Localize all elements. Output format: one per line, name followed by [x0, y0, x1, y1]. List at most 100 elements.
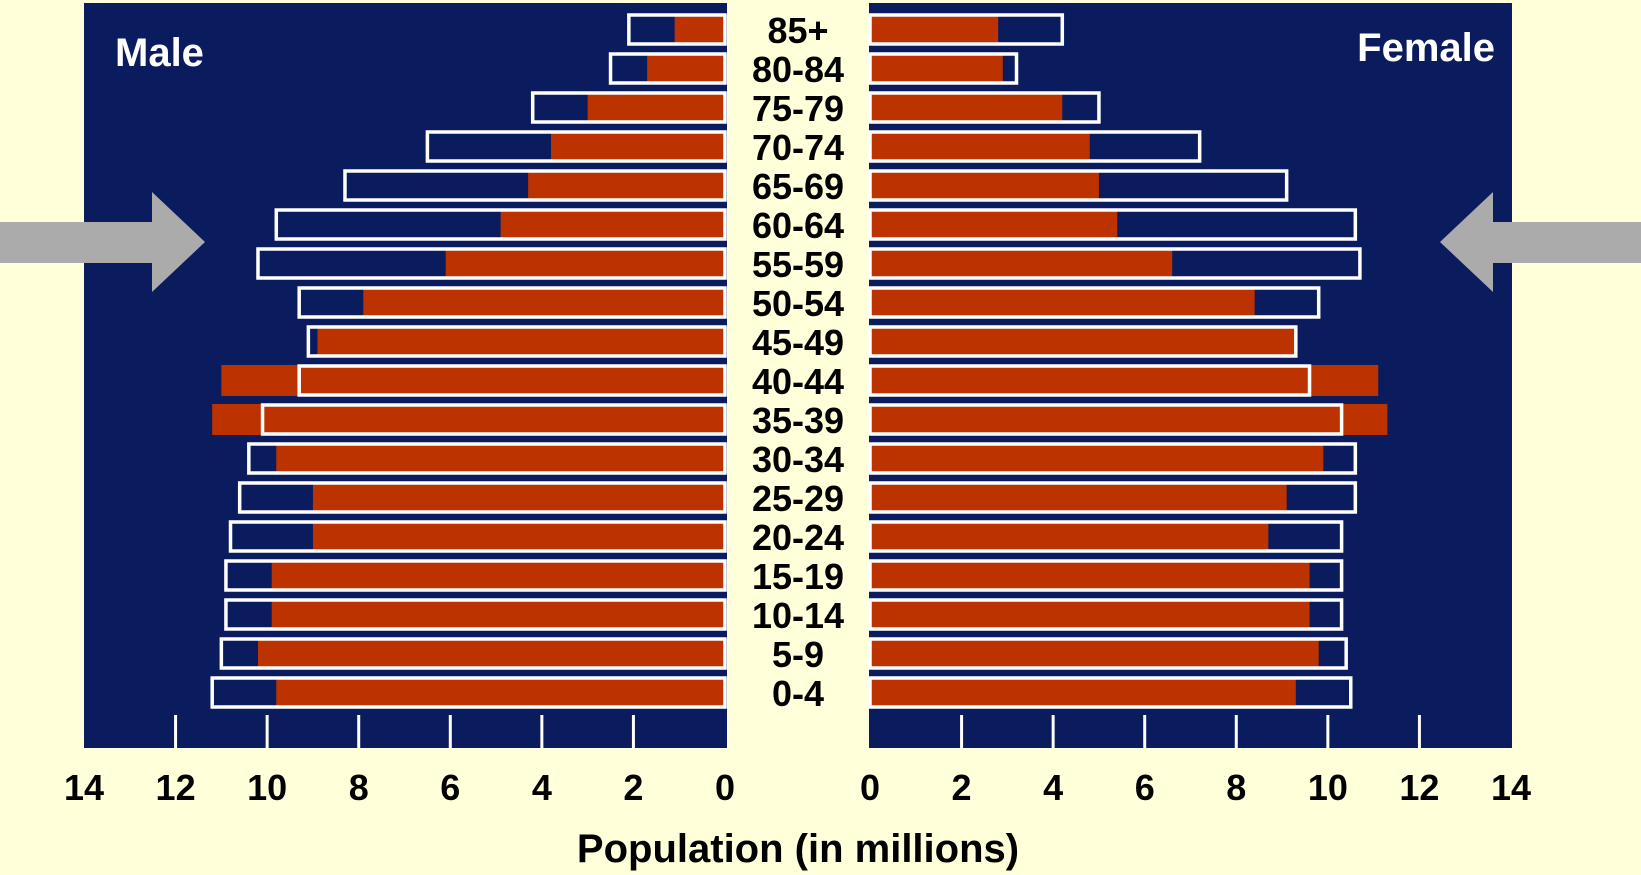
- age-label-80-84: 80-84: [752, 49, 844, 90]
- female-filled-bar-5-9: [870, 638, 1319, 669]
- male-filled-bar-75-79: [587, 92, 725, 123]
- tick-labels: 14 12 10 8 6 4 2 0 0 2 4 6 8 10 12 14: [64, 767, 1531, 808]
- female-outline-bar-50-54: [868, 286, 1321, 319]
- female-label: Female: [1357, 26, 1495, 70]
- male-filled-bar-50-54: [363, 287, 725, 318]
- female-tick-label-2: 2: [952, 767, 972, 808]
- male-tick-label-4: 4: [532, 767, 552, 808]
- male-tick-label-12: 12: [156, 767, 196, 808]
- male-bars: [210, 13, 727, 709]
- male-outline-bar-15-19: [224, 559, 727, 592]
- female-outline-bar-25-29: [868, 481, 1358, 514]
- female-filled-bar-50-54: [870, 287, 1255, 318]
- female-outline-bar-35-39: [868, 403, 1344, 436]
- female-outline-bar-20-24: [868, 520, 1344, 553]
- female-filled-bar-70-74: [870, 131, 1090, 162]
- female-outline-bar-60-64: [868, 208, 1358, 241]
- age-label-35-39: 35-39: [752, 400, 844, 441]
- female-outline-bar-75-79: [868, 91, 1101, 124]
- female-filled-bar-25-29: [870, 482, 1287, 513]
- age-label-85plus: 85+: [767, 10, 828, 51]
- female-filled-bar-15-19: [870, 560, 1310, 591]
- female-outline-bar-85plus: [868, 13, 1065, 46]
- female-tick-label-4: 4: [1043, 767, 1063, 808]
- male-outline-bar-70-74: [425, 130, 727, 163]
- female-filled-bar-0-4: [870, 677, 1296, 708]
- male-tick-label-2: 2: [623, 767, 643, 808]
- male-outline-bar-45-49: [306, 325, 727, 358]
- male-outline-bar-10-14: [224, 598, 727, 631]
- male-outline-bar-50-54: [297, 286, 727, 319]
- male-filled-bar-65-69: [528, 170, 725, 201]
- female-filled-bar-60-64: [870, 209, 1118, 240]
- age-label-65-69: 65-69: [752, 166, 844, 207]
- female-filled-bar-20-24: [870, 521, 1269, 552]
- age-label-40-44: 40-44: [752, 361, 844, 402]
- female-outline-bar-65-69: [868, 169, 1289, 202]
- female-outline-bar-0-4: [868, 676, 1353, 709]
- male-filled-bar-55-59: [445, 248, 725, 279]
- male-outline-bar-35-39: [260, 403, 727, 436]
- male-filled-bar-45-49: [317, 326, 725, 357]
- age-label-45-49: 45-49: [752, 322, 844, 363]
- female-tick-label-10: 10: [1308, 767, 1348, 808]
- female-tick-label-14: 14: [1491, 767, 1531, 808]
- male-tick-label-8: 8: [349, 767, 369, 808]
- male-filled-bar-70-74: [551, 131, 725, 162]
- female-tick-label-6: 6: [1135, 767, 1155, 808]
- female-tick-label-0: 0: [860, 767, 880, 808]
- female-outline-bar-5-9: [868, 637, 1348, 670]
- female-outline-bar-45-49: [868, 325, 1298, 358]
- male-tick-label-0: 0: [715, 767, 735, 808]
- male-outline-bar-20-24: [228, 520, 727, 553]
- male-outline-bar-85plus: [627, 13, 727, 46]
- x-axis-label: Population (in millions): [577, 827, 1019, 871]
- female-filled-bar-10-14: [870, 599, 1310, 630]
- male-outline-bar-30-34: [247, 442, 727, 475]
- female-filled-bar-35-39: [870, 404, 1388, 435]
- age-label-75-79: 75-79: [752, 88, 844, 129]
- male-outline-bar-65-69: [343, 169, 727, 202]
- male-filled-bar-40-44: [221, 365, 725, 396]
- male-outline-bar-55-59: [256, 247, 727, 280]
- age-label-50-54: 50-54: [752, 283, 844, 324]
- female-outline-bar-30-34: [868, 442, 1358, 475]
- male-filled-bar-20-24: [312, 521, 725, 552]
- female-outline-bar-15-19: [868, 559, 1344, 592]
- left-arrow-icon: [0, 192, 205, 292]
- female-filled-bar-65-69: [870, 170, 1099, 201]
- age-label-0-4: 0-4: [772, 673, 824, 714]
- age-label-30-34: 30-34: [752, 439, 844, 480]
- male-outline-bar-75-79: [530, 91, 727, 124]
- female-filled-bar-85plus: [870, 14, 999, 45]
- female-filled-bar-45-49: [870, 326, 1296, 357]
- male-filled-bar-85plus: [674, 14, 725, 45]
- male-filled-bar-60-64: [500, 209, 725, 240]
- female-filled-bar-75-79: [870, 92, 1063, 123]
- age-label-20-24: 20-24: [752, 517, 844, 558]
- female-filled-bar-55-59: [870, 248, 1173, 279]
- male-outline-bar-25-29: [237, 481, 727, 514]
- age-label-70-74: 70-74: [752, 127, 844, 168]
- age-label-25-29: 25-29: [752, 478, 844, 519]
- male-outline-bar-60-64: [274, 208, 727, 241]
- male-outline-bar-5-9: [219, 637, 727, 670]
- female-bars: [868, 13, 1388, 709]
- male-filled-bar-5-9: [257, 638, 725, 669]
- male-tick-label-6: 6: [440, 767, 460, 808]
- female-outline-bar-55-59: [868, 247, 1362, 280]
- age-label-55-59: 55-59: [752, 244, 844, 285]
- age-label-10-14: 10-14: [752, 595, 844, 636]
- age-label-15-19: 15-19: [752, 556, 844, 597]
- male-label: Male: [115, 31, 204, 75]
- male-filled-bar-10-14: [271, 599, 725, 630]
- female-filled-bar-80-84: [870, 53, 1003, 84]
- female-filled-bar-30-34: [870, 443, 1324, 474]
- age-group-labels: 85+80-8475-7970-7465-6960-6455-5950-5445…: [752, 10, 844, 714]
- male-tick-label-14: 14: [64, 767, 104, 808]
- male-outline-bar-0-4: [210, 676, 727, 709]
- male-filled-bar-80-84: [647, 53, 725, 84]
- axis-ticks: [174, 715, 1421, 748]
- male-outline-bar-80-84: [608, 52, 727, 85]
